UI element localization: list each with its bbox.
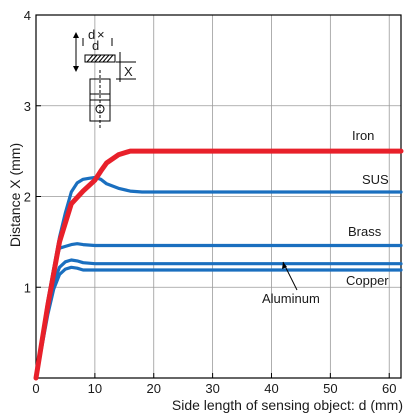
- aluminum-callout: Aluminum: [262, 261, 320, 306]
- inset-arrow-down: [73, 66, 79, 72]
- grid: [36, 14, 401, 378]
- x-axis-label: Side length of sensing object: d (mm): [172, 397, 403, 413]
- series-label-iron: Iron: [352, 128, 374, 143]
- inset-label-times: ×: [97, 27, 105, 42]
- series-label-brass: Brass: [348, 224, 382, 239]
- y-axis-label: Distance X (mm): [7, 143, 23, 247]
- x-tick-label: 50: [323, 381, 337, 396]
- series-line-copper: [34, 265, 403, 380]
- series-line-iron: [33, 148, 404, 381]
- series-lines: [33, 148, 404, 381]
- series-label-sus: SUS: [362, 172, 389, 187]
- inset-arrow-up: [73, 32, 79, 38]
- x-tick-label: 0: [32, 381, 39, 396]
- inset-hatch: [86, 54, 114, 63]
- x-tick-label: 10: [88, 381, 102, 396]
- x-tick-label: 30: [205, 381, 219, 396]
- aluminum-leader-arrow: [282, 262, 287, 269]
- series-label-copper: Copper: [346, 273, 389, 288]
- x-tick-label: 40: [264, 381, 278, 396]
- sensor-diagram: d × d X: [73, 27, 136, 130]
- ticks: 0 10 20 30 40 50 60 1 2 3 4: [24, 8, 397, 396]
- y-tick-label: 2: [24, 190, 31, 205]
- x-tick-label: 20: [147, 381, 161, 396]
- series-line-sus: [34, 175, 403, 380]
- inset-label-x: X: [124, 64, 133, 79]
- x-tick-label: 60: [382, 381, 396, 396]
- y-tick-label: 1: [24, 280, 31, 295]
- series-label-aluminum: Aluminum: [262, 291, 320, 306]
- inset-label-d2: d: [92, 38, 99, 53]
- inset-target-plate: [84, 54, 116, 63]
- inset-label-d: d: [88, 27, 95, 42]
- y-tick-label: 4: [24, 8, 31, 23]
- y-tick-label: 3: [24, 99, 31, 114]
